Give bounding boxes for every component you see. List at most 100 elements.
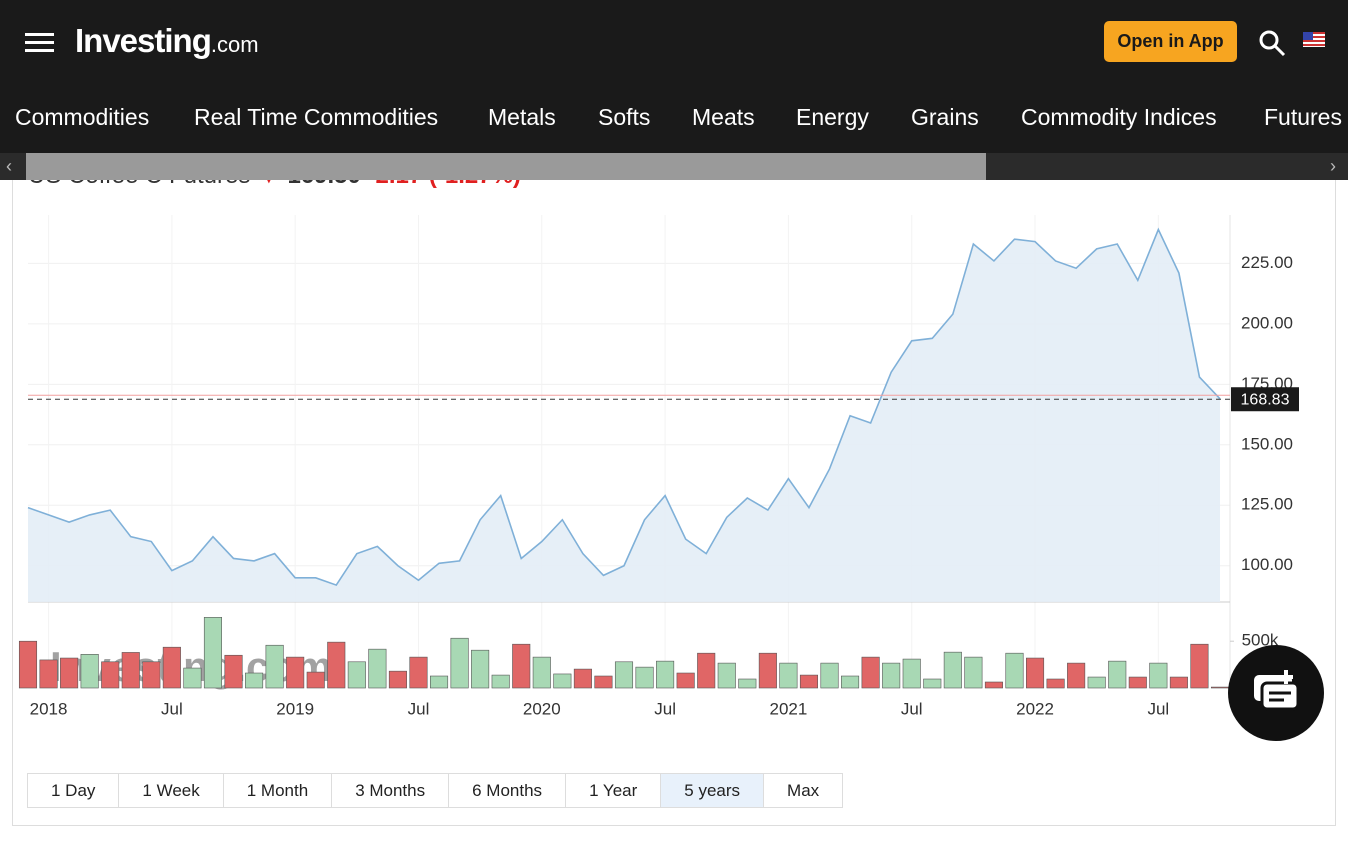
volume-bar — [553, 673, 572, 689]
volume-bar — [1087, 676, 1106, 689]
volume-bar — [471, 649, 490, 689]
x-tick-label: Jul — [901, 699, 923, 718]
volume-bar — [1149, 662, 1168, 689]
nav-item[interactable]: Meats — [692, 104, 755, 130]
scroll-left[interactable]: ‹ — [6, 156, 12, 176]
range-button[interactable]: 1 Month — [222, 773, 333, 808]
volume-bar — [923, 678, 942, 689]
volume-bar — [306, 671, 325, 689]
nav-item[interactable]: Real Time Commodities — [194, 104, 439, 130]
volume-bar — [512, 643, 531, 689]
scroll-thumb[interactable] — [26, 153, 986, 180]
volume-bar — [347, 661, 366, 689]
volume-bar — [121, 652, 140, 689]
volume-bar — [1005, 652, 1024, 689]
volume-bar — [861, 656, 880, 689]
price-area — [28, 229, 1220, 602]
volume-bar — [245, 672, 264, 689]
volume-bar — [902, 658, 921, 689]
nav-item[interactable]: Softs — [598, 104, 651, 130]
volume-bar — [1169, 676, 1188, 689]
range-buttons: 1 Day 1 Week 1 Month 3 Months 6 Months 1 Year… — [27, 773, 844, 808]
volume-bar — [60, 657, 79, 689]
volume-bar — [368, 648, 387, 689]
y-tick-label: 200.00 — [1241, 313, 1293, 332]
volume-bar — [656, 660, 675, 689]
logo-suffix: .com — [210, 32, 259, 57]
volume-bar — [1190, 643, 1209, 689]
volume-bar — [286, 656, 305, 689]
volume-bar — [39, 659, 58, 689]
volume-bar — [142, 661, 161, 689]
range-button[interactable]: 5 years — [660, 773, 765, 808]
chat-button[interactable] — [1228, 645, 1324, 741]
volume-bar — [327, 641, 346, 689]
range-button[interactable]: 6 Months — [448, 773, 567, 808]
x-tick-label: 2018 — [30, 699, 68, 718]
volume-bar — [573, 668, 592, 689]
volume-bar — [388, 670, 407, 689]
nav-item[interactable]: Energy — [796, 104, 869, 130]
nav-item[interactable]: Commodity Indices — [1021, 104, 1217, 130]
open-app-button[interactable]: Open in App — [1104, 21, 1237, 62]
x-tick-label: 2019 — [276, 699, 314, 718]
volume-bar — [882, 662, 901, 689]
volume-bar — [820, 662, 839, 689]
logo-text: Investing — [75, 22, 212, 59]
volume-bar — [799, 674, 818, 689]
volume-bar — [183, 667, 202, 689]
y-tick-label: 100.00 — [1241, 555, 1293, 574]
menu-icon[interactable] — [25, 33, 54, 52]
x-tick-label: Jul — [161, 699, 183, 718]
volume-bar — [491, 674, 510, 689]
logo[interactable]: Investing.com — [75, 22, 259, 60]
volume-bar — [964, 656, 983, 689]
volume-bar — [18, 640, 38, 689]
volume-bar — [614, 661, 634, 689]
volume-bar — [203, 617, 222, 689]
y-tick-label: 125.00 — [1241, 495, 1293, 514]
volume-bar — [1067, 662, 1086, 689]
volume-bar — [162, 646, 181, 689]
flag-icon[interactable] — [1303, 32, 1325, 47]
volume-bar — [676, 672, 695, 689]
x-tick-label: Jul — [654, 699, 676, 718]
x-tick-label: 2020 — [523, 699, 561, 718]
range-button[interactable]: Max — [763, 773, 844, 808]
volume-bar — [738, 678, 757, 689]
volume-bar — [1046, 678, 1065, 689]
last-price-label: 168.83 — [1241, 391, 1290, 408]
x-tick-label: 2022 — [1016, 699, 1054, 718]
volume-bar — [635, 666, 654, 689]
volume-bar — [450, 637, 469, 689]
volume-bar — [429, 675, 449, 689]
volume-bar — [984, 681, 1003, 689]
volume-bar — [779, 662, 798, 689]
volume-bar — [265, 644, 284, 689]
volume-bar — [532, 656, 551, 689]
nav-item[interactable]: Metals — [488, 104, 556, 130]
y-tick-label: 225.00 — [1241, 253, 1293, 272]
volume-bar — [717, 662, 736, 689]
volume-bar — [1026, 657, 1045, 689]
volume-bar — [841, 675, 860, 689]
search-icon[interactable] — [1258, 29, 1286, 57]
scroll-strip: ‹ › — [0, 153, 1348, 180]
scroll-right[interactable]: › — [1330, 156, 1336, 176]
nav-item[interactable]: Grains — [911, 104, 979, 130]
y-tick-label: 150.00 — [1241, 434, 1293, 453]
volume-bar — [80, 654, 99, 689]
volume-bar — [594, 675, 613, 689]
volume-bar — [1108, 660, 1127, 689]
nav-item[interactable]: Futures — [1264, 104, 1342, 130]
volume-tick-label: 500k — [1242, 631, 1279, 650]
range-button[interactable]: 3 Months — [331, 773, 450, 808]
range-button[interactable]: 1 Week — [118, 773, 224, 808]
x-tick-label: Jul — [408, 699, 430, 718]
last-price-box — [1231, 387, 1299, 412]
range-button[interactable]: 1 Day — [27, 773, 120, 808]
volume-bar — [101, 661, 120, 689]
range-button[interactable]: 1 Year — [565, 773, 662, 808]
nav-item[interactable]: Commodities — [15, 104, 150, 130]
